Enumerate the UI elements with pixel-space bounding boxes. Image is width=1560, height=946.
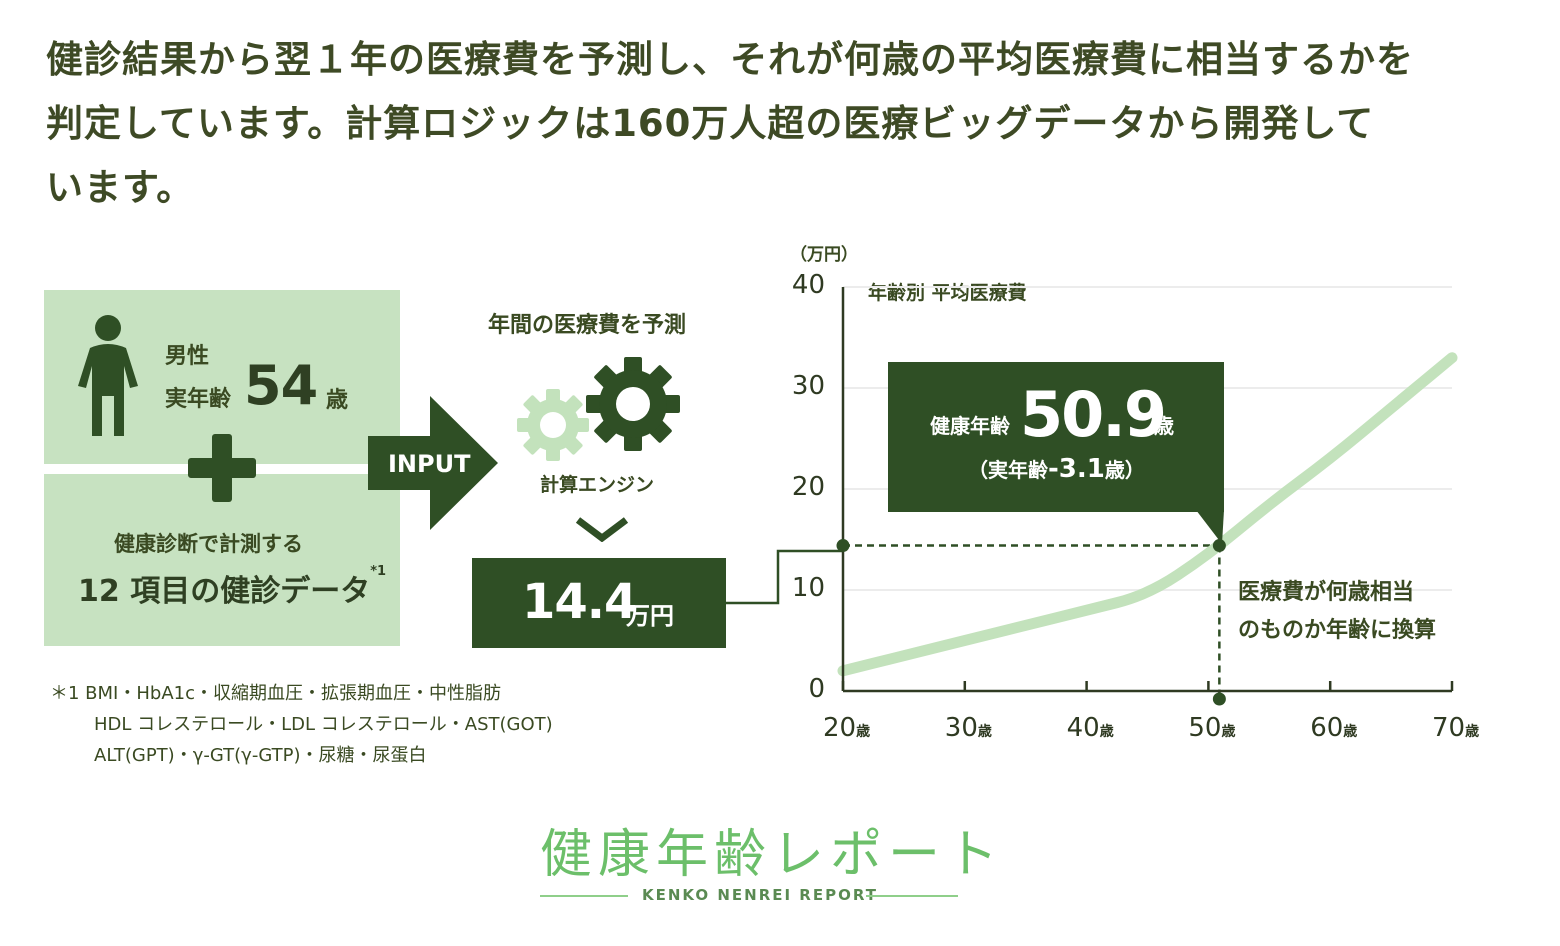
small-gear-icon <box>517 389 589 461</box>
intro-line-1: 健診結果から翌１年の医療費を予測し、それが何歳の平均医療費に相当するかを <box>46 38 1414 81</box>
x-tick-value: 40 <box>1066 713 1100 743</box>
brand-logo: 健康年齢レポート <box>540 825 1005 885</box>
y-tick-label: 30 <box>791 371 825 401</box>
plus-icon <box>188 434 256 502</box>
x-tick-unit: 歳 <box>1465 724 1480 740</box>
chevron-down-icon <box>575 517 629 542</box>
age-difference-value: -3.1 <box>1048 454 1105 484</box>
x-tick-unit: 歳 <box>1221 724 1236 740</box>
x-tick-label: 40歳 <box>1067 713 1114 743</box>
x-tick-value: 70 <box>1432 713 1466 743</box>
footnote-line-2: HDL コレステロール・LDL コレステロール・AST(GOT) <box>94 714 553 735</box>
x-tick-label: 20歳 <box>823 713 870 743</box>
age-unit: 歳 <box>326 388 349 413</box>
y-tick-label: 40 <box>791 270 825 300</box>
brand-logo-english: KENKO NENREI REPORT <box>642 886 878 904</box>
checkup-description: 健康診断で計測する <box>114 532 303 556</box>
footnote-line-1: ＊1 BMI・HbA1c・収縮期血圧・拡張期血圧・中性脂肪 <box>50 683 501 704</box>
annotation-line-2: のものか年齢に換算 <box>1238 618 1437 643</box>
x-tick-unit: 歳 <box>1099 724 1114 740</box>
average-cost-line <box>837 352 1458 677</box>
annotation-line-1: 医療費が何歳相当 <box>1238 580 1415 605</box>
y-tick-label: 0 <box>808 674 825 704</box>
age-label: 実年齢 <box>165 387 232 412</box>
checkup-items: 12 項目の健診データ*1 <box>78 564 387 610</box>
footnote-mark: *1 <box>370 564 387 579</box>
health-age-label: 健康年齢 <box>930 414 1010 438</box>
health-age-result-box <box>888 362 1224 512</box>
intro-paragraph: 健診結果から翌１年の医療費を予測し、それが何歳の平均医療費に相当するかを 判定し… <box>46 28 1486 220</box>
y-axis-marker <box>836 539 850 553</box>
predicted-cost-unit: 万円 <box>626 602 674 630</box>
result-box-pointer <box>1196 510 1224 544</box>
highlight-point <box>1212 539 1226 553</box>
x-tick-value: 50 <box>1188 713 1222 743</box>
cost-connector-line <box>726 549 843 605</box>
x-tick-label: 60歳 <box>1310 713 1357 743</box>
age-difference-close: 歳） <box>1104 458 1145 482</box>
input-arrow-label: INPUT <box>388 450 471 478</box>
checkup-panel <box>44 474 400 646</box>
conversion-annotation: 医療費が何歳相当 のものか年齢に換算 <box>1238 574 1436 650</box>
age-difference: （実年齢-3.1歳） <box>968 454 1145 484</box>
x-tick-unit: 歳 <box>1343 724 1358 740</box>
predicted-cost-value: 14.4 <box>522 574 637 630</box>
x-axis-marker <box>1212 692 1226 706</box>
health-age-value: 50.9 <box>1020 378 1167 451</box>
x-tick-label: 70歳 <box>1432 713 1479 743</box>
x-tick-value: 30 <box>944 713 978 743</box>
person-icon <box>78 315 138 436</box>
x-tick-value: 60 <box>1310 713 1344 743</box>
intro-line-2: 判定しています。計算ロジックは160万人超の医療ビッグデータから開発して <box>46 102 1375 145</box>
y-tick-label: 20 <box>791 472 825 502</box>
gender-label: 男性 <box>165 344 210 369</box>
engine-label: 計算エンジン <box>540 474 655 496</box>
engine-title: 年間の医療費を予測 <box>488 313 687 338</box>
age-difference-open: （実年齢 <box>968 458 1048 482</box>
y-axis-unit-label: （万円） <box>790 245 858 265</box>
input-arrow <box>368 396 498 530</box>
intro-line-3: います。 <box>46 166 195 209</box>
x-tick-unit: 歳 <box>856 724 871 740</box>
predicted-cost-box <box>472 558 726 648</box>
logo-rule-right <box>866 895 958 897</box>
x-tick-unit: 歳 <box>977 724 992 740</box>
footnote: ＊1 BMI・HbA1c・収縮期血圧・拡張期血圧・中性脂肪 HDL コレステロー… <box>50 678 553 771</box>
y-tick-label: 10 <box>791 573 825 603</box>
x-tick-value: 20 <box>823 713 857 743</box>
health-age-unit: 歳 <box>1154 414 1174 438</box>
footnote-line-3: ALT(GPT)・γ-GT(γ-GTP)・尿糖・尿蛋白 <box>94 745 427 766</box>
age-value: 54 <box>244 354 318 417</box>
x-tick-label: 30歳 <box>945 713 992 743</box>
x-tick-label: 50歳 <box>1188 713 1235 743</box>
large-gear-icon <box>586 357 680 451</box>
checkup-items-text: 12 項目の健診データ <box>78 574 371 609</box>
logo-rule-left <box>540 895 628 897</box>
